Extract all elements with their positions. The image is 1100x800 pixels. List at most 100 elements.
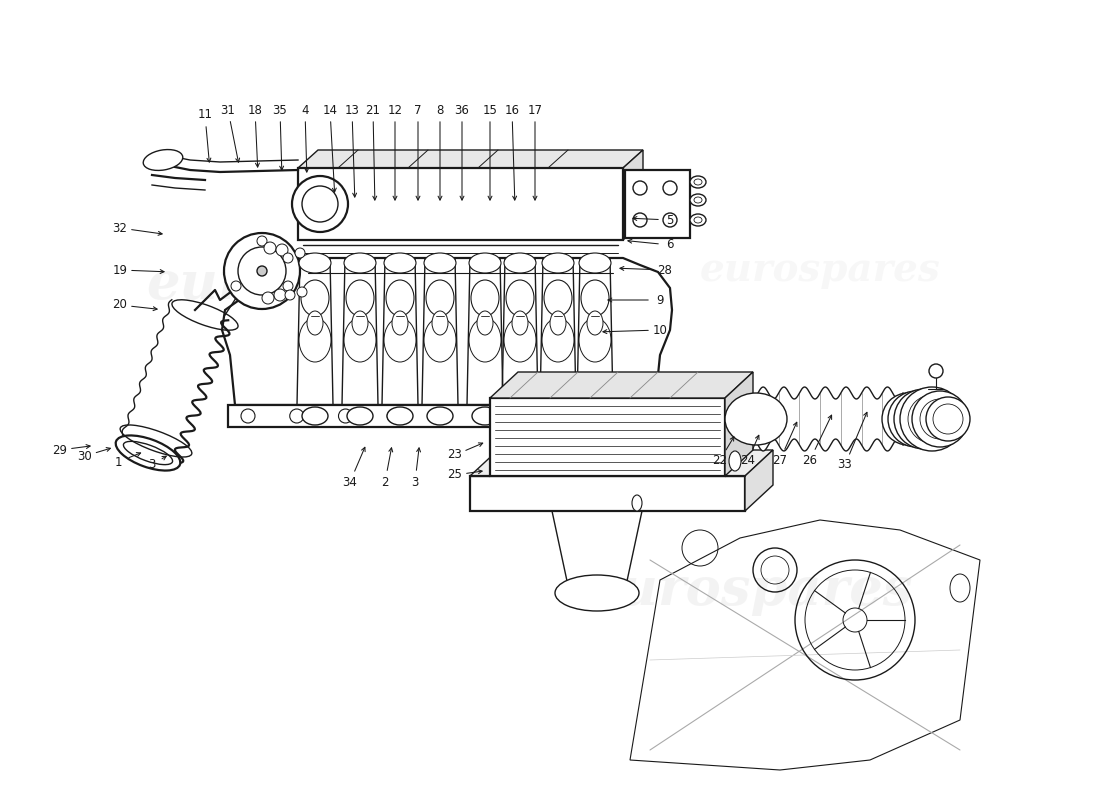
Text: 13: 13 (344, 103, 360, 117)
Ellipse shape (231, 281, 241, 291)
Ellipse shape (384, 253, 416, 273)
Polygon shape (470, 476, 745, 511)
Polygon shape (120, 300, 230, 463)
Ellipse shape (257, 236, 267, 246)
Ellipse shape (690, 194, 706, 206)
Ellipse shape (283, 253, 293, 263)
Ellipse shape (224, 233, 300, 309)
Ellipse shape (116, 435, 180, 470)
Text: 1: 1 (114, 455, 122, 469)
Ellipse shape (295, 248, 305, 258)
Ellipse shape (387, 407, 412, 425)
Text: 6: 6 (667, 238, 673, 251)
Ellipse shape (257, 266, 267, 276)
Ellipse shape (264, 242, 276, 254)
Text: 14: 14 (322, 103, 338, 117)
Ellipse shape (632, 495, 642, 511)
Ellipse shape (432, 311, 448, 335)
Ellipse shape (477, 311, 493, 335)
Ellipse shape (544, 407, 571, 425)
Text: 32: 32 (112, 222, 128, 234)
Ellipse shape (550, 311, 566, 335)
Ellipse shape (143, 150, 183, 170)
Text: 34: 34 (342, 475, 358, 489)
Text: 29: 29 (53, 443, 67, 457)
Text: 23: 23 (448, 449, 462, 462)
Ellipse shape (930, 364, 943, 378)
Ellipse shape (307, 311, 323, 335)
Text: 35: 35 (273, 103, 287, 117)
Polygon shape (470, 450, 773, 476)
Polygon shape (490, 372, 754, 398)
Ellipse shape (302, 407, 328, 425)
Ellipse shape (882, 393, 934, 445)
Text: 10: 10 (652, 323, 668, 337)
Text: eurospares: eurospares (586, 565, 913, 615)
Text: 4: 4 (301, 103, 309, 117)
Text: 36: 36 (454, 103, 470, 117)
Ellipse shape (274, 289, 286, 301)
Polygon shape (725, 372, 754, 476)
Ellipse shape (587, 311, 603, 335)
Ellipse shape (352, 311, 368, 335)
Ellipse shape (926, 397, 970, 441)
Ellipse shape (426, 280, 454, 316)
Ellipse shape (297, 287, 307, 297)
Text: 21: 21 (365, 103, 381, 117)
Ellipse shape (581, 280, 609, 316)
Polygon shape (623, 150, 643, 240)
Ellipse shape (694, 217, 702, 223)
Polygon shape (228, 405, 658, 427)
Text: 18: 18 (248, 103, 263, 117)
Ellipse shape (424, 253, 456, 273)
Ellipse shape (427, 407, 453, 425)
Ellipse shape (506, 280, 534, 316)
Ellipse shape (888, 391, 944, 447)
Ellipse shape (283, 281, 293, 291)
Ellipse shape (262, 292, 274, 304)
Text: 3: 3 (148, 458, 156, 471)
Text: 7: 7 (415, 103, 421, 117)
Ellipse shape (472, 407, 498, 425)
Ellipse shape (894, 389, 954, 449)
Polygon shape (490, 398, 725, 476)
Text: 28: 28 (658, 263, 672, 277)
Ellipse shape (900, 387, 964, 451)
Text: eurospares: eurospares (146, 259, 473, 310)
Polygon shape (745, 450, 773, 511)
Text: 27: 27 (772, 454, 788, 466)
Text: 8: 8 (437, 103, 443, 117)
Text: 9: 9 (657, 294, 663, 306)
Text: 11: 11 (198, 109, 212, 122)
Polygon shape (298, 168, 623, 240)
Ellipse shape (690, 214, 706, 226)
Ellipse shape (582, 407, 608, 425)
Ellipse shape (694, 197, 702, 203)
Ellipse shape (507, 407, 534, 425)
Ellipse shape (579, 253, 610, 273)
Ellipse shape (469, 253, 500, 273)
Polygon shape (758, 387, 903, 451)
Text: 16: 16 (505, 103, 519, 117)
Ellipse shape (912, 391, 968, 447)
Text: 25: 25 (448, 469, 462, 482)
Ellipse shape (292, 176, 348, 232)
Ellipse shape (556, 575, 639, 611)
Ellipse shape (285, 290, 295, 300)
Ellipse shape (301, 280, 329, 316)
Text: eurospares: eurospares (700, 251, 940, 289)
Text: 26: 26 (803, 454, 817, 466)
Text: 2: 2 (382, 475, 388, 489)
Text: 20: 20 (112, 298, 128, 311)
Polygon shape (298, 150, 644, 168)
Ellipse shape (299, 253, 331, 273)
Ellipse shape (729, 451, 741, 471)
Polygon shape (625, 170, 690, 238)
Ellipse shape (544, 280, 572, 316)
Text: 15: 15 (483, 103, 497, 117)
Ellipse shape (694, 179, 702, 185)
Ellipse shape (690, 176, 706, 188)
Text: 30: 30 (78, 450, 92, 462)
Text: 17: 17 (528, 103, 542, 117)
Text: 31: 31 (221, 103, 235, 117)
